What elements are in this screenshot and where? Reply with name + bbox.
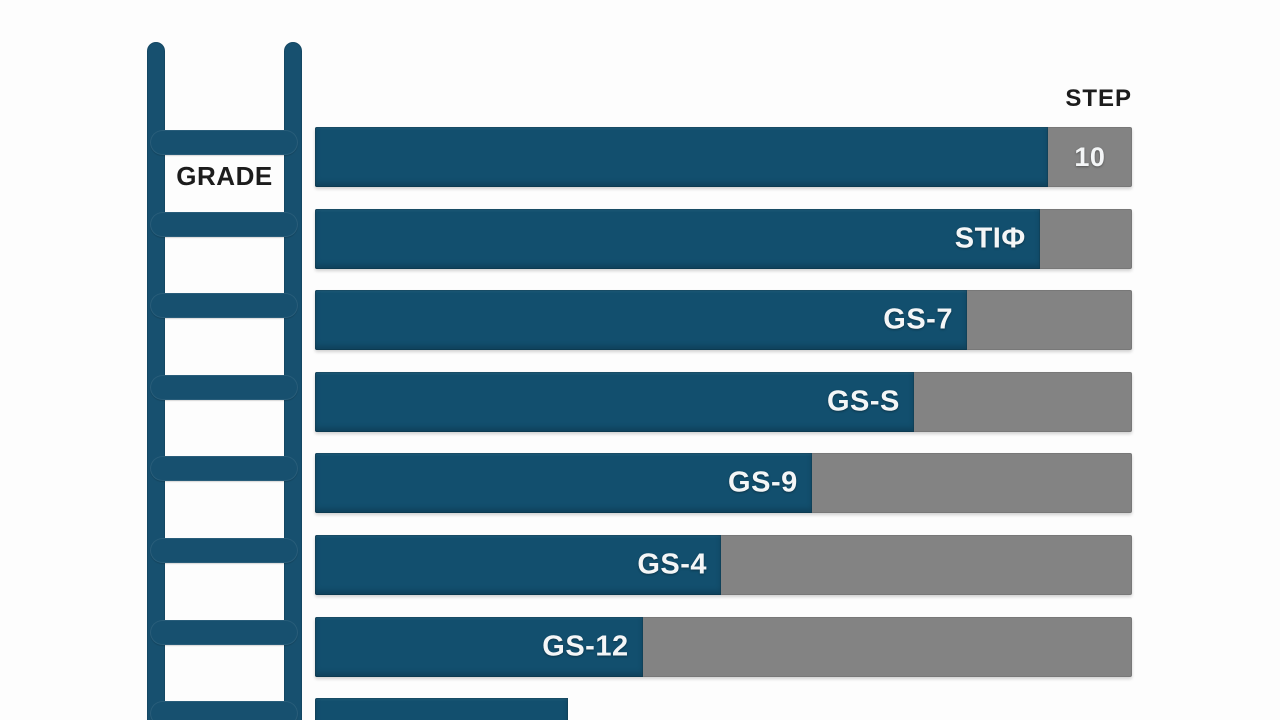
bar-label: GS-12 [542,630,629,663]
bar-fill: GS-9 [315,453,812,514]
bar-label: GS-7 [883,303,953,336]
bar-label: STIΦ [954,222,1026,255]
bar-row: GS-S [315,371,1132,432]
bar-row: GS-4 [315,535,1132,595]
step-axis-label: STEP [1065,85,1132,112]
bar-fill [315,698,569,720]
bar-row: GS-12 [315,616,1132,677]
ladder-rung [150,456,298,482]
bar-label: 10 [1074,141,1106,172]
bar-fill: GS-12 [315,616,643,677]
ladder-rung [150,130,298,155]
bar-row: STIΦ [315,208,1132,269]
bar-label: GS-9 [728,466,798,499]
bar-row: 10 [315,127,1132,187]
ladder-rung [150,538,298,563]
bar-label: GS-4 [637,548,708,581]
bar-fill: STIΦ [315,208,1040,269]
bar-fill [315,127,1048,187]
bar-label: GS-S [826,385,900,418]
ladder-rung [150,293,298,319]
bar-fill: GS-4 [315,535,722,595]
ladder-rung [150,619,298,645]
bar-row: GS-9 [315,453,1132,514]
bar-row: GS-7 [315,290,1132,351]
bar-fill: GS-7 [315,290,967,351]
ladder-rung [150,211,298,237]
ladder-rung [150,374,298,400]
bar-row [315,698,1132,720]
grade-axis-label: GRADE [176,161,273,191]
ladder-rung [150,701,298,720]
bar-fill: GS-S [315,371,914,432]
